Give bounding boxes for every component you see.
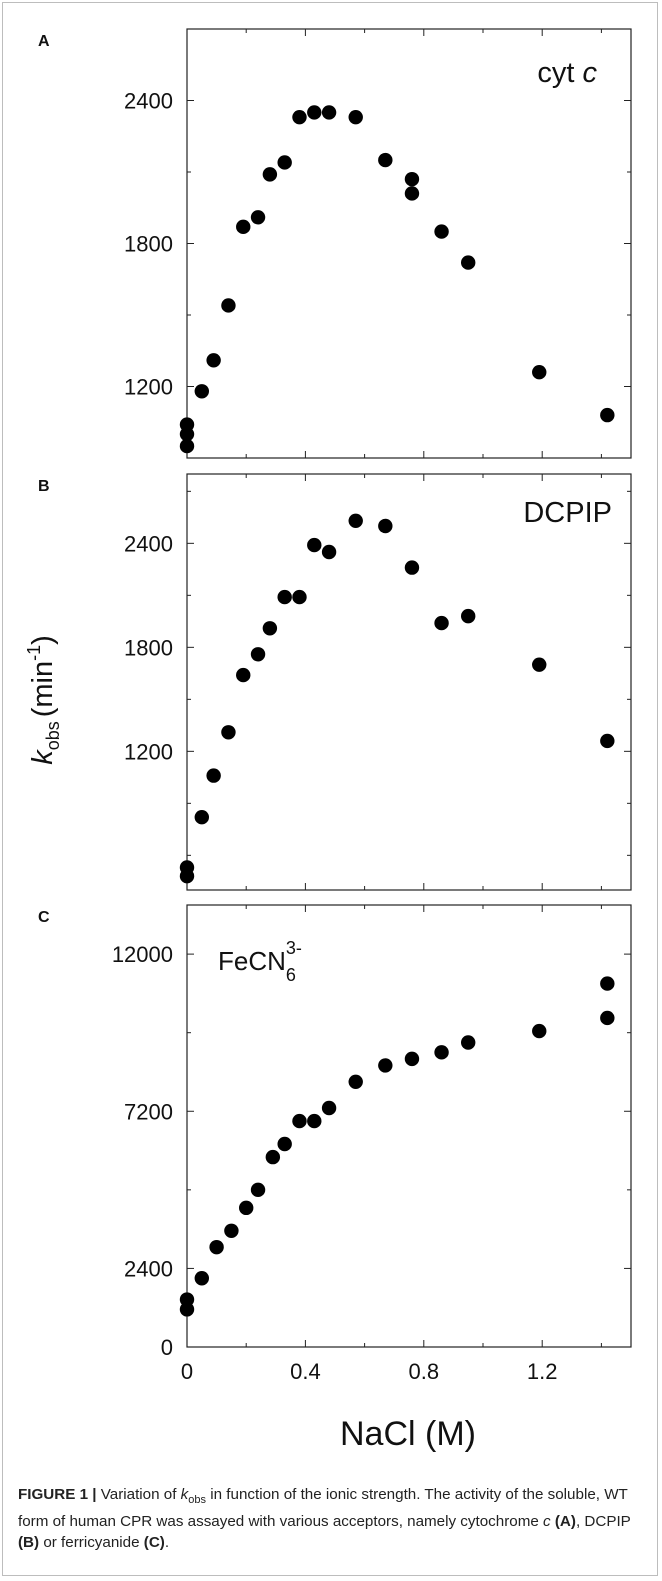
data-point xyxy=(221,298,236,313)
x-tick-label: 0 xyxy=(181,1359,193,1384)
panel-a: A 1200 1800 2400 cyt c xyxy=(38,28,632,459)
data-point xyxy=(378,152,393,168)
data-point xyxy=(307,537,322,553)
data-point xyxy=(532,365,547,380)
panel-c: C 0 2400 7200 12000 0 0.4 0.8 1.2 FeCN63- xyxy=(38,904,632,1384)
panel-annotation: FeCN63- xyxy=(218,938,302,985)
panel-label: C xyxy=(38,909,50,926)
data-point xyxy=(179,868,195,884)
data-point xyxy=(179,426,195,442)
data-point xyxy=(224,1223,239,1238)
x-tick-label: 1.2 xyxy=(527,1359,558,1384)
data-point xyxy=(348,1074,363,1090)
x-axis-label: NaCl (M) xyxy=(340,1415,476,1453)
data-point xyxy=(194,384,209,399)
data-point xyxy=(532,657,547,672)
panel-annotation: cyt c xyxy=(537,57,597,89)
data-point xyxy=(236,667,251,683)
data-point xyxy=(348,109,363,125)
y-tick-label: 1800 xyxy=(124,635,173,660)
data-point xyxy=(179,438,195,454)
data-point xyxy=(404,1051,420,1067)
data-point xyxy=(461,1035,476,1050)
figure-caption: FIGURE 1 | Variation of kobs in function… xyxy=(18,1486,631,1552)
y-tick-label: 0 xyxy=(161,1335,173,1360)
data-point xyxy=(434,1045,449,1060)
data-point xyxy=(250,647,266,662)
data-point xyxy=(307,1113,322,1129)
data-point xyxy=(277,1136,292,1152)
data-point xyxy=(292,1113,307,1129)
data-point xyxy=(434,224,449,239)
data-point xyxy=(277,589,292,605)
data-point xyxy=(461,608,476,624)
data-point xyxy=(292,109,307,125)
data-point xyxy=(600,976,615,991)
data-point xyxy=(600,1010,615,1026)
data-point xyxy=(600,407,615,423)
data-point xyxy=(292,589,307,605)
x-tick-label: 0.8 xyxy=(409,1359,440,1384)
y-tick-label: 2400 xyxy=(124,1256,173,1281)
data-point xyxy=(404,560,420,575)
data-point xyxy=(461,255,476,270)
plot-area xyxy=(186,473,632,891)
y-tick-label: 7200 xyxy=(124,1099,173,1124)
data-point xyxy=(277,155,292,170)
data-point xyxy=(250,1182,266,1198)
data-point xyxy=(600,733,615,749)
data-point xyxy=(404,186,420,201)
data-point xyxy=(236,219,251,235)
y-tick-label: 1200 xyxy=(124,739,173,764)
y-tick-label: 2400 xyxy=(124,89,173,114)
y-tick-label: 1800 xyxy=(124,232,173,257)
data-point xyxy=(262,167,278,182)
y-tick-label: 12000 xyxy=(112,942,173,967)
data-point xyxy=(434,615,449,631)
data-point xyxy=(321,544,337,560)
data-point xyxy=(378,518,393,534)
data-point xyxy=(179,1302,195,1317)
data-point xyxy=(321,1100,337,1116)
data-point xyxy=(265,1149,281,1165)
data-point xyxy=(532,1023,547,1039)
panel-annotation: DCPIP xyxy=(523,497,612,529)
data-point xyxy=(194,810,209,825)
data-point xyxy=(404,171,420,187)
y-axis-label: kobs(min-1) xyxy=(24,635,63,765)
panel-label: B xyxy=(38,478,50,495)
y-tick-label: 1200 xyxy=(124,375,173,400)
data-point xyxy=(348,513,363,528)
data-point xyxy=(194,1271,209,1286)
data-point xyxy=(209,1239,224,1255)
plot-area xyxy=(186,28,632,459)
data-point xyxy=(221,725,236,740)
data-point xyxy=(239,1200,254,1216)
panel-b: B 1200 1800 2400 DCPIP xyxy=(38,473,632,891)
data-point xyxy=(206,353,221,368)
panel-label: A xyxy=(38,33,50,50)
data-point xyxy=(250,210,266,225)
x-tick-label: 0.4 xyxy=(290,1359,321,1384)
data-point xyxy=(378,1058,393,1073)
data-point xyxy=(321,105,337,120)
y-tick-label: 2400 xyxy=(124,531,173,556)
plot-area xyxy=(186,904,632,1348)
data-point xyxy=(307,105,322,120)
data-point xyxy=(262,621,278,636)
data-point xyxy=(206,768,221,783)
